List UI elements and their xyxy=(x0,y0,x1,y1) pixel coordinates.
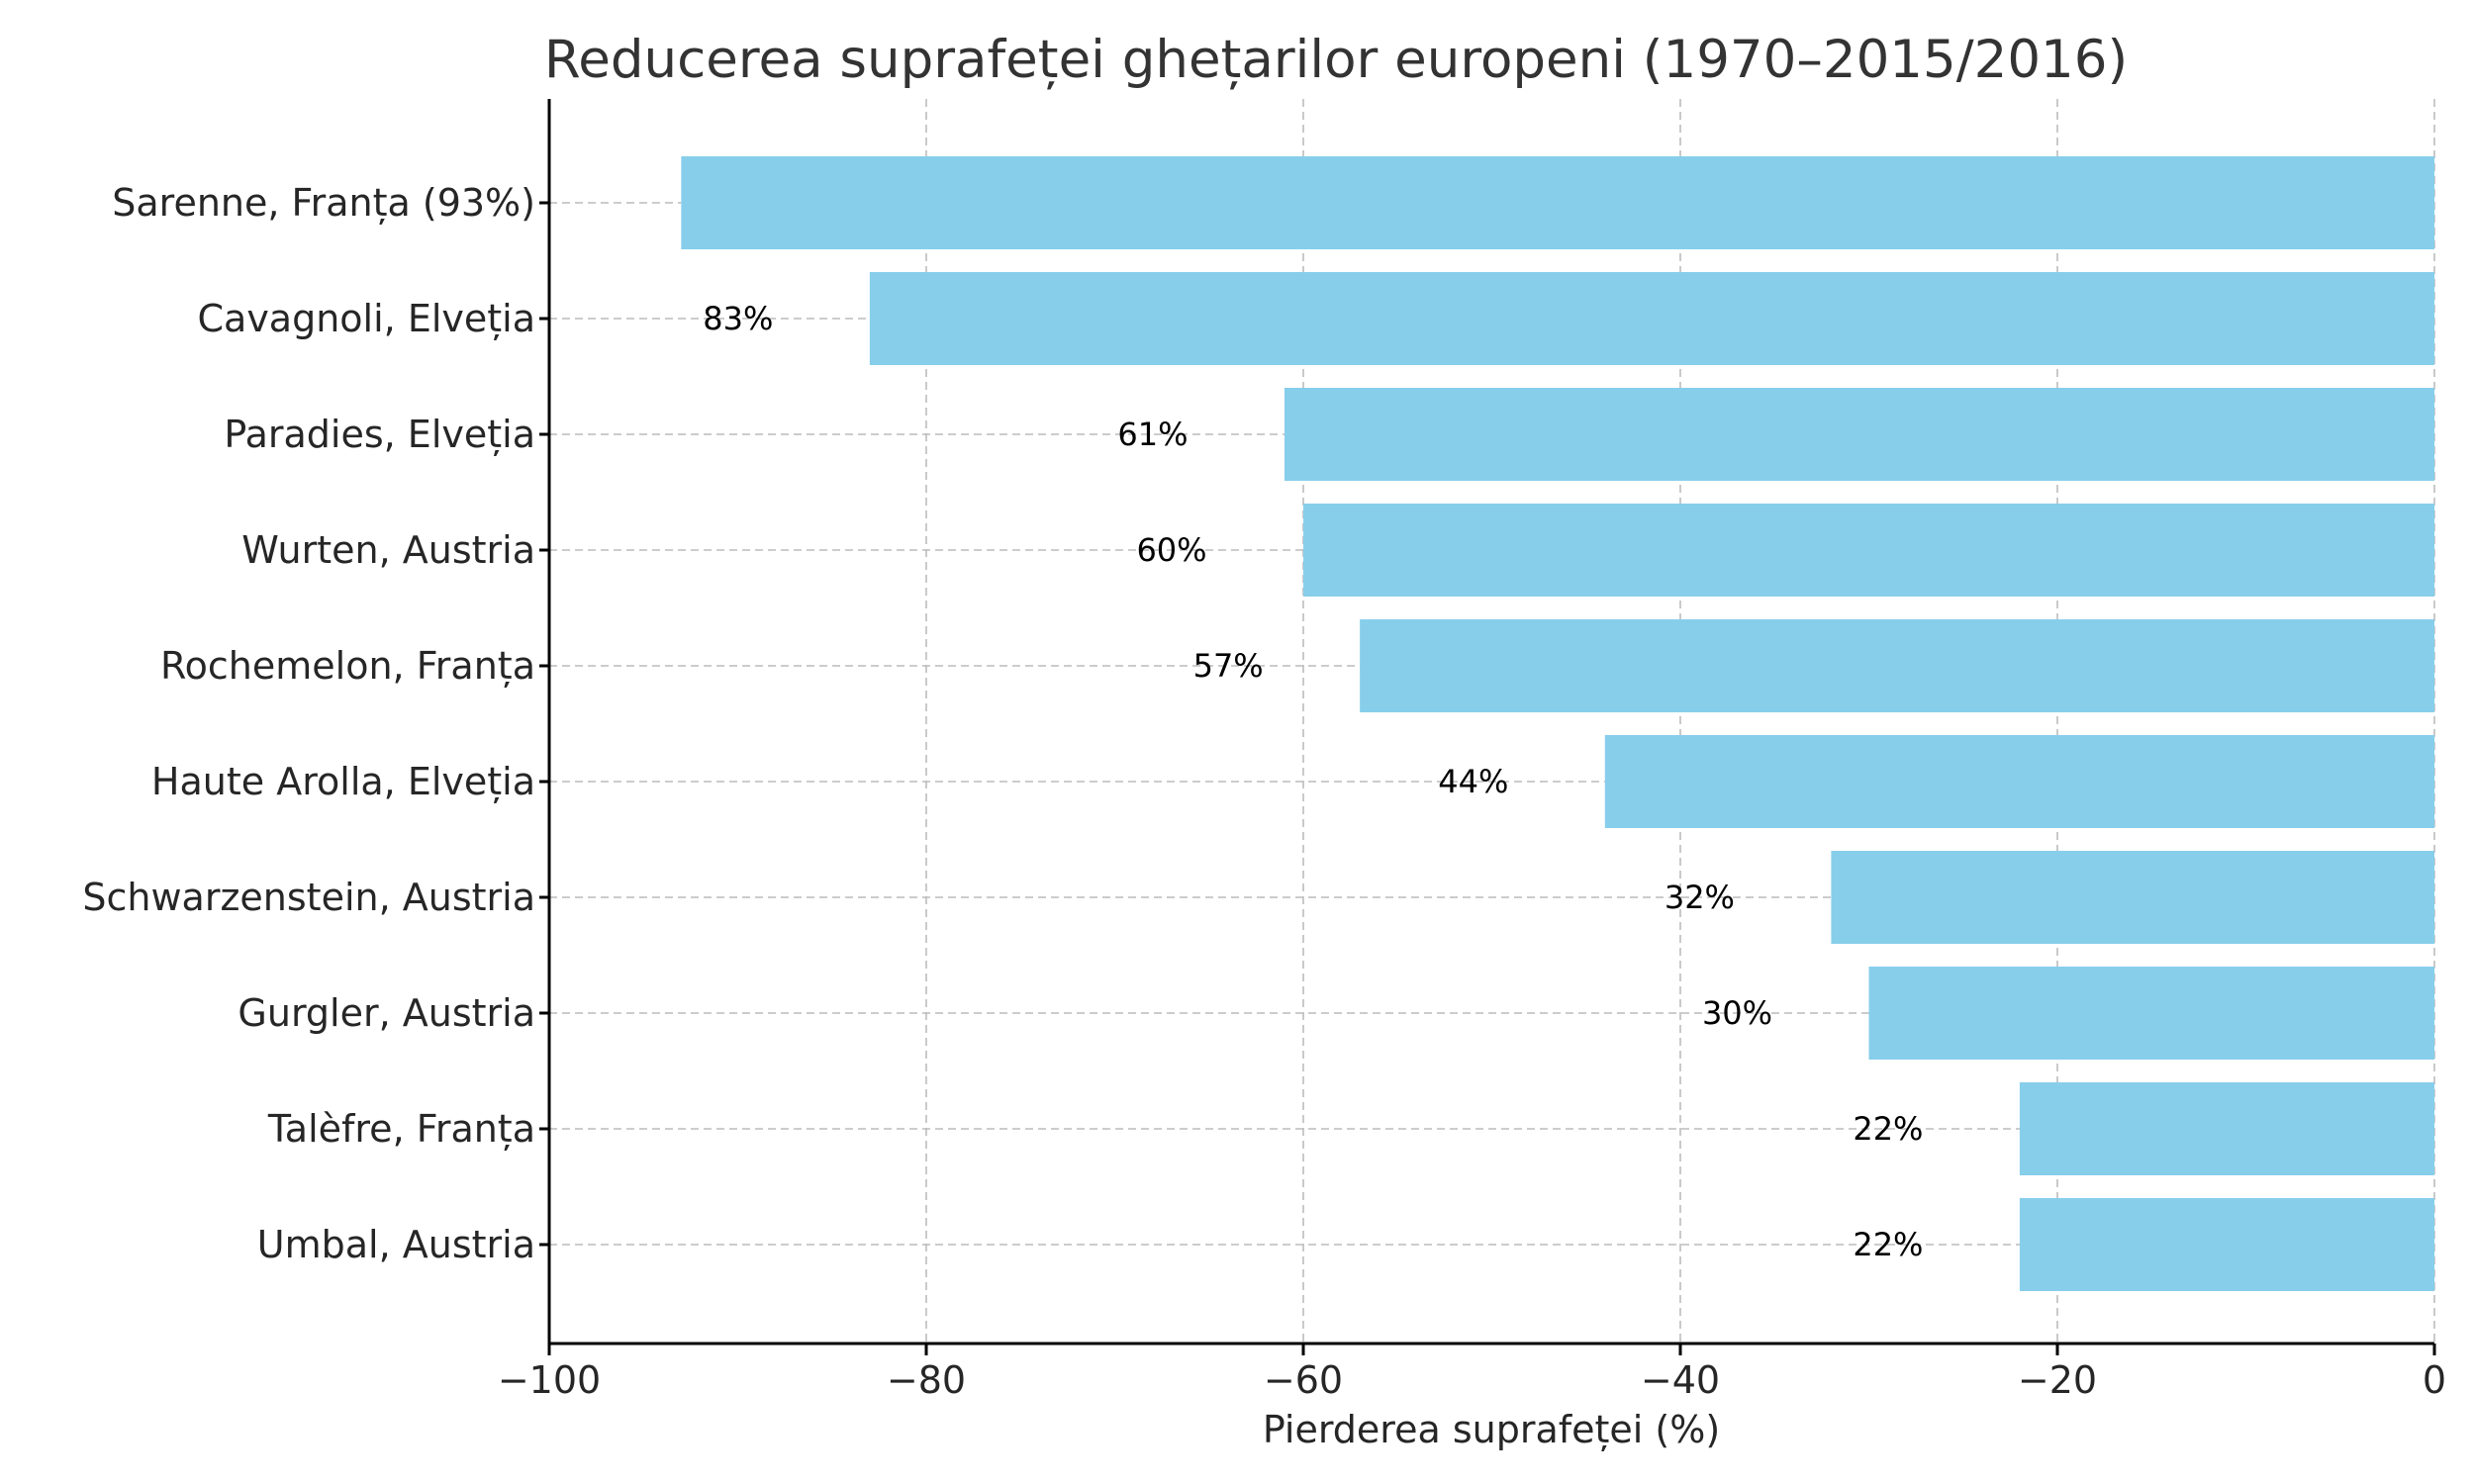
data-label: 32% xyxy=(1665,879,1735,916)
data-label: 44% xyxy=(1438,763,1508,800)
bar xyxy=(869,272,2434,365)
bar xyxy=(1604,735,2434,828)
bar xyxy=(1303,504,2434,597)
bar xyxy=(1284,388,2434,481)
category-label: Haute Arolla, Elveția xyxy=(151,760,535,803)
labels-layer: Sarenne, Franța (93%) Cavagnoli, Elveția 8… xyxy=(82,181,1923,1266)
x-axis-title: Pierderea suprafeței (%) xyxy=(1263,1408,1720,1451)
x-tick-label: −80 xyxy=(887,1358,966,1402)
data-label: 83% xyxy=(703,300,773,337)
bar xyxy=(1360,619,2434,712)
data-label: 22% xyxy=(1853,1110,1923,1148)
data-label: 22% xyxy=(1853,1226,1923,1263)
data-label: 30% xyxy=(1702,994,1772,1032)
category-label: Talèfre, Franța xyxy=(267,1107,535,1151)
data-label: 61% xyxy=(1117,416,1188,453)
data-label: 60% xyxy=(1136,531,1206,569)
category-label: Wurten, Austria xyxy=(241,528,535,572)
x-tick-label: −40 xyxy=(1641,1358,1720,1402)
bar xyxy=(1831,851,2434,944)
category-label: Rochemelon, Franța xyxy=(160,644,535,688)
bars-layer xyxy=(681,156,2434,1291)
category-label: Schwarzenstein, Austria xyxy=(82,876,535,919)
category-label: Cavagnoli, Elveția xyxy=(198,297,536,340)
x-tick-label: 0 xyxy=(2423,1358,2446,1402)
bar xyxy=(1868,967,2434,1060)
chart-title: Reducerea suprafeței ghețarilor europeni… xyxy=(544,30,2128,90)
data-label: 57% xyxy=(1193,647,1264,685)
x-tick-label: −100 xyxy=(498,1358,601,1402)
x-tick-label: −60 xyxy=(1264,1358,1343,1402)
category-label: Umbal, Austria xyxy=(257,1223,535,1266)
category-label: Sarenne, Franța (93%) xyxy=(112,181,535,225)
bar xyxy=(681,156,2434,249)
bar xyxy=(2019,1198,2434,1291)
bar xyxy=(2019,1082,2434,1175)
category-label: Gurgler, Austria xyxy=(238,991,535,1035)
x-tick-label: −20 xyxy=(2018,1358,2097,1402)
category-label: Paradies, Elveția xyxy=(224,413,535,456)
axes-layer: −100 −80 −60 −40 −20 0 xyxy=(498,99,2446,1402)
